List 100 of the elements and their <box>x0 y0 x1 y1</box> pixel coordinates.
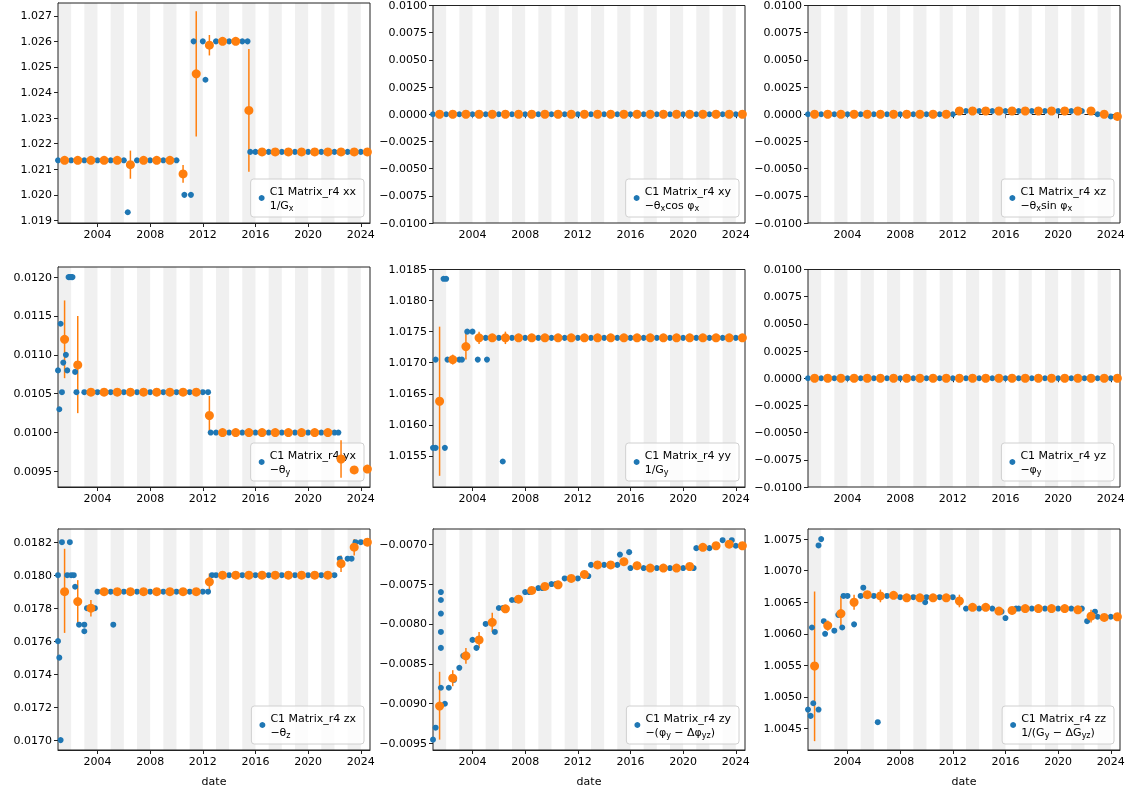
y-tick-label: 1.025 <box>20 60 52 74</box>
y-tick-label: 1.0065 <box>763 595 802 609</box>
x-tick-label: 2004 <box>458 492 487 505</box>
x-tick-label: 2004 <box>458 228 487 241</box>
y-tick-label: 0.0025 <box>388 80 427 94</box>
y-tick-label: 1.0180 <box>388 294 427 308</box>
x-tick-label: 2008 <box>886 492 915 505</box>
x-tick-label: 2008 <box>511 228 540 241</box>
y-tick-label: −0.0075 <box>379 577 427 591</box>
x-tick-label: 2012 <box>938 755 967 768</box>
x-tick-label: 2012 <box>563 492 592 505</box>
x-tick-label: 2012 <box>188 492 217 505</box>
x-tick-label: 2012 <box>938 228 967 241</box>
y-tick-label: 1.0175 <box>388 325 427 339</box>
x-tick-label: 2004 <box>833 492 862 505</box>
y-tick-label: −0.0100 <box>754 480 802 494</box>
y-tick-label: 0.0025 <box>763 344 802 358</box>
y-tick-label: 1.0155 <box>388 449 427 463</box>
y-tick-label: 0.0176 <box>13 634 52 648</box>
x-tick-label: 2020 <box>669 228 698 241</box>
y-tick-label: 0.0120 <box>13 270 52 284</box>
y-tick-label: −0.0075 <box>379 189 427 203</box>
x-tick-label: 2016 <box>991 228 1020 241</box>
y-tick-label: 0.0180 <box>13 568 52 582</box>
y-tick-label: 0.0100 <box>388 0 427 12</box>
x-tick-label: 2004 <box>83 492 112 505</box>
y-tick-label: −0.0100 <box>754 216 802 230</box>
x-tick-label: 2004 <box>833 755 862 768</box>
x-tick-label: 2008 <box>886 228 915 241</box>
y-tick-label: 1.024 <box>20 86 52 100</box>
y-tick-label: 1.0165 <box>388 387 427 401</box>
x-tick-label: 2008 <box>136 492 165 505</box>
y-tick-label: 1.0045 <box>763 722 802 736</box>
x-tick-label: 2024 <box>721 755 750 768</box>
y-tick-label: 0.0075 <box>763 26 802 40</box>
x-tick-label: 2004 <box>458 755 487 768</box>
y-tick-label: 0.0100 <box>763 0 802 12</box>
x-tick-label: 2008 <box>511 492 540 505</box>
y-tick-label: −0.0085 <box>379 657 427 671</box>
y-tick-label: 0.0000 <box>388 107 427 121</box>
y-tick-label: 0.0182 <box>13 535 52 549</box>
x-tick-label: 2008 <box>136 755 165 768</box>
x-tick-label: 2016 <box>616 755 645 768</box>
x-tick-label: 2020 <box>294 755 323 768</box>
y-tick-label: 0.0115 <box>13 309 52 323</box>
x-tick-label: 2020 <box>669 755 698 768</box>
x-tick-label: 2020 <box>1044 492 1073 505</box>
x-tick-label: 2016 <box>241 755 270 768</box>
x-tick-label: 2024 <box>721 228 750 241</box>
y-tick-label: 1.021 <box>20 162 52 176</box>
y-tick-label: 1.019 <box>20 213 52 227</box>
y-tick-label: 0.0075 <box>763 290 802 304</box>
y-tick-label: 0.0178 <box>13 601 52 615</box>
y-tick-label: −0.0100 <box>379 216 427 230</box>
x-tick-label: 2016 <box>991 755 1020 768</box>
y-tick-label: 0.0170 <box>13 733 52 747</box>
y-tick-label: −0.0025 <box>754 134 802 148</box>
y-tick-label: 1.027 <box>20 9 52 23</box>
y-tick-label: 1.0160 <box>388 418 427 432</box>
y-tick-label: 1.0170 <box>388 356 427 370</box>
x-tick-label: 2008 <box>136 228 165 241</box>
x-tick-label: 2024 <box>1096 228 1125 241</box>
y-tick-label: −0.0025 <box>754 398 802 412</box>
x-tick-label: 2020 <box>1044 755 1073 768</box>
x-tick-label: 2008 <box>511 755 540 768</box>
y-tick-label: 1.0050 <box>763 690 802 704</box>
x-tick-label: 2016 <box>241 228 270 241</box>
y-tick-label: 1.0185 <box>388 263 427 276</box>
x-tick-label: 2016 <box>616 492 645 505</box>
y-tick-label: 1.022 <box>20 137 52 151</box>
x-tick-label: 2020 <box>1044 228 1073 241</box>
y-tick-label: 1.023 <box>20 111 52 125</box>
x-tick-label: 2024 <box>346 755 375 768</box>
x-tick-label: 2020 <box>294 228 323 241</box>
y-tick-label: 0.0050 <box>763 317 802 331</box>
y-tick-label: 0.0172 <box>13 700 52 714</box>
y-tick-label: −0.0025 <box>379 134 427 148</box>
x-tick-label: 2020 <box>294 492 323 505</box>
x-tick-label: 2024 <box>346 492 375 505</box>
y-tick-label: −0.0075 <box>754 189 802 203</box>
x-axis-title: date <box>201 775 227 788</box>
y-tick-label: 1.0060 <box>763 627 802 641</box>
y-tick-label: 0.0000 <box>763 371 802 385</box>
y-tick-label: 1.0055 <box>763 658 802 672</box>
x-tick-label: 2004 <box>83 228 112 241</box>
x-tick-label: 2012 <box>563 755 592 768</box>
x-tick-label: 2012 <box>563 228 592 241</box>
y-tick-label: 0.0050 <box>388 53 427 67</box>
x-tick-label: 2016 <box>991 492 1020 505</box>
x-tick-label: 2004 <box>83 755 112 768</box>
y-tick-label: −0.0075 <box>754 453 802 467</box>
x-tick-label: 2016 <box>241 492 270 505</box>
y-tick-label: −0.0050 <box>754 426 802 440</box>
x-tick-label: 2012 <box>188 228 217 241</box>
y-tick-label: −0.0050 <box>754 162 802 176</box>
x-tick-label: 2016 <box>616 228 645 241</box>
y-tick-label: −0.0095 <box>379 737 427 751</box>
x-tick-label: 2012 <box>938 492 967 505</box>
y-tick-label: 0.0000 <box>763 107 802 121</box>
y-tick-label: −0.0050 <box>379 162 427 176</box>
